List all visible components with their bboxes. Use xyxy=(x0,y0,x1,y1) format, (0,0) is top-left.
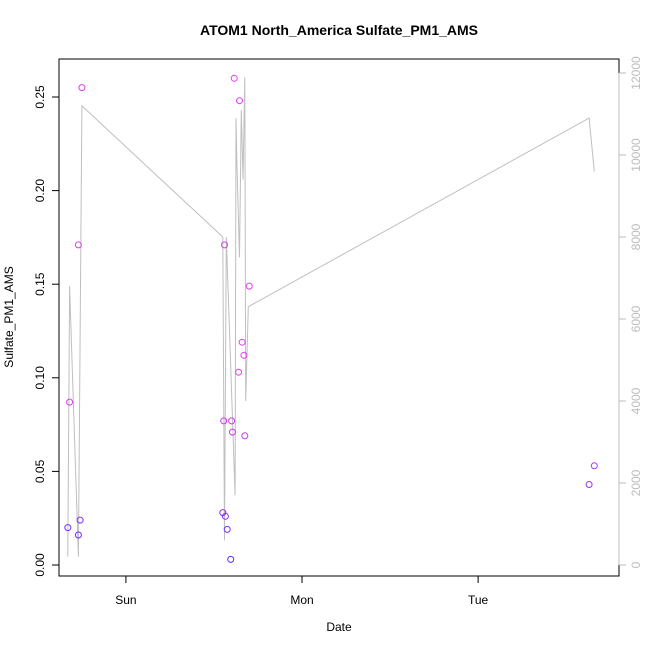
y-tick-label: 0.25 xyxy=(33,85,47,109)
data-point xyxy=(221,512,229,520)
data-point xyxy=(230,74,238,82)
x-tick-label: Sun xyxy=(115,593,136,607)
data-point xyxy=(240,351,248,359)
data-point xyxy=(74,241,82,249)
data-point xyxy=(236,97,243,105)
data-point xyxy=(223,525,231,533)
plot-frame xyxy=(58,58,620,577)
y2-tick-label: 0 xyxy=(629,561,643,568)
y2-tick-label: 6000 xyxy=(629,305,643,332)
y-axis: 0.00 0.05 0.10 0.15 0.20 0.25 xyxy=(33,85,60,577)
data-point xyxy=(227,555,235,563)
y2-axis: 0 2000 4000 6000 8000 10000 12000 xyxy=(618,56,643,568)
data-point xyxy=(235,368,243,376)
data-point xyxy=(585,481,593,488)
data-point xyxy=(221,241,228,249)
y-tick-label: 0.10 xyxy=(33,366,47,390)
data-point xyxy=(76,516,84,524)
chart-title: ATOM1 North_America Sulfate_PM1_AMS xyxy=(200,22,478,38)
data-point xyxy=(64,524,72,532)
y-tick-label: 0.05 xyxy=(33,459,47,483)
y2-tick-label: 2000 xyxy=(629,469,643,496)
data-point xyxy=(238,338,246,346)
data-point xyxy=(78,84,86,92)
y-tick-label: 0.20 xyxy=(33,179,47,203)
y2-tick-label: 8000 xyxy=(629,223,643,250)
secondary-series-line xyxy=(67,77,595,557)
data-point xyxy=(590,462,598,470)
y2-tick-label: 12000 xyxy=(629,56,643,90)
data-point xyxy=(241,432,249,440)
data-point xyxy=(229,428,236,436)
y2-tick-label: 10000 xyxy=(629,138,643,172)
data-point xyxy=(220,417,228,425)
x-axis: Sun Mon Tue xyxy=(115,575,489,607)
data-point xyxy=(245,282,253,290)
series-line xyxy=(67,77,595,557)
y-tick-label: 0.15 xyxy=(33,272,47,296)
x-axis-label: Date xyxy=(326,620,352,634)
y-tick-label: 0.00 xyxy=(33,553,47,577)
y-axis-label: Sulfate_PM1_AMS xyxy=(2,266,16,367)
data-point xyxy=(74,531,82,539)
x-tick-label: Tue xyxy=(468,593,489,607)
data-points xyxy=(64,74,598,563)
data-point xyxy=(228,417,236,425)
data-point xyxy=(66,398,74,406)
x-tick-label: Mon xyxy=(290,593,313,607)
y2-tick-label: 4000 xyxy=(629,387,643,414)
